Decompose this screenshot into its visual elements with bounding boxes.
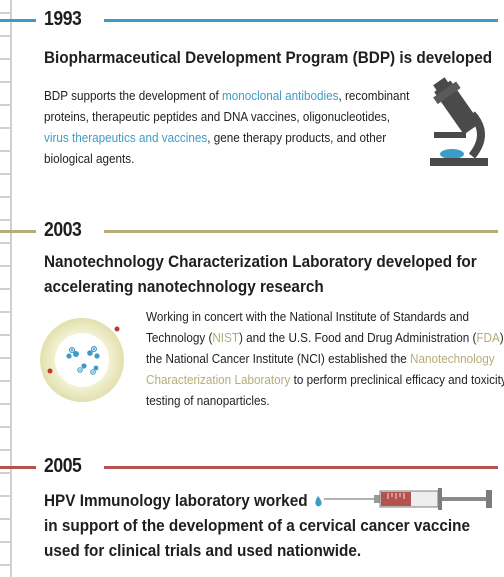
timeline-tick	[0, 127, 12, 129]
event-title-2003: Nanotechnology Characterization Laborato…	[44, 252, 477, 296]
timeline-tick	[0, 35, 12, 37]
link-characterization-laboratory[interactable]: Characterization Laboratory	[146, 372, 291, 387]
timeline-tick	[0, 12, 12, 14]
timeline-tick	[0, 104, 12, 106]
timeline-tick	[0, 380, 12, 382]
year-marker-2003	[0, 230, 36, 233]
timeline-tick	[0, 541, 12, 543]
timeline-tick	[0, 311, 12, 313]
timeline-tick	[0, 472, 12, 474]
timeline-tick	[0, 58, 12, 60]
timeline-tick	[0, 150, 12, 152]
event-body-2003: Working in concert with the National Ins…	[146, 309, 504, 408]
nanoparticle-icon	[40, 318, 124, 402]
timeline-tick	[0, 173, 12, 175]
year-2003: 2003	[44, 219, 82, 241]
link-virus-therapeutics[interactable]: virus therapeutics and vaccines	[44, 130, 208, 145]
microscope-icon	[430, 77, 488, 166]
link-fda[interactable]: FDA	[476, 330, 500, 345]
timeline-tick	[0, 449, 12, 451]
timeline-tick	[0, 242, 12, 244]
event-title-2005: HPV Immunology laboratory worked in supp…	[44, 491, 470, 560]
link-monoclonal-antibodies[interactable]: monoclonal antibodies	[222, 88, 339, 103]
year-rule-1993	[104, 19, 498, 22]
timeline-tick	[0, 334, 12, 336]
timeline-tick	[0, 518, 12, 520]
year-rule-2005	[104, 466, 498, 469]
timeline-tick	[0, 564, 12, 566]
timeline-tick	[0, 81, 12, 83]
timeline-tick	[0, 288, 12, 290]
link-nist[interactable]: NIST	[212, 330, 240, 345]
event-body-1993: BDP supports the development of monoclon…	[44, 88, 410, 166]
timeline-tick	[0, 426, 12, 428]
timeline-tick	[0, 357, 12, 359]
link-nanotechnology-characterization-laboratory[interactable]: Nanotechnology	[410, 351, 495, 366]
timeline-tick	[0, 196, 12, 198]
year-rule-2003	[104, 230, 498, 233]
timeline-tick	[0, 403, 12, 405]
year-marker-1993	[0, 19, 36, 22]
timeline-tick	[0, 495, 12, 497]
year-marker-2005	[0, 466, 36, 469]
timeline-tick	[0, 265, 12, 267]
year-2005: 2005	[44, 455, 82, 477]
timeline-tick	[0, 219, 12, 221]
event-title-1993: Biopharmaceutical Development Program (B…	[44, 48, 493, 67]
year-1993: 1993	[44, 8, 82, 30]
syringe-icon	[315, 488, 492, 510]
